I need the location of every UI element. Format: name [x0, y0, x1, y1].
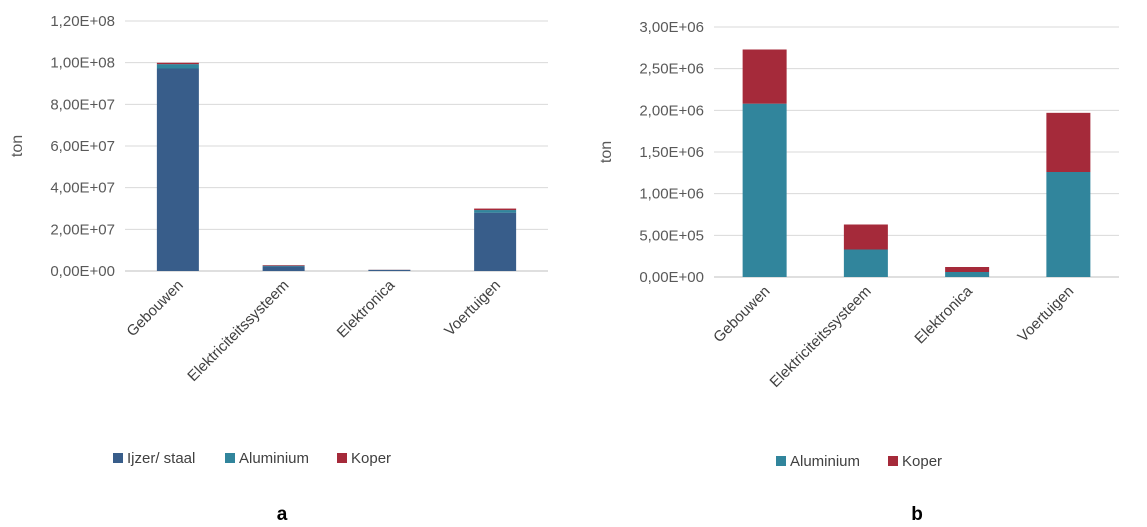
legend-swatch-koper — [888, 456, 898, 466]
y-tick-label: 1,50E+06 — [639, 144, 704, 161]
bar-voertuigen-koper — [1046, 112, 1091, 172]
x-tick-label: Elektriciteitssysteem — [184, 277, 292, 385]
bar-elektriciteitssysteem-ijzer — [262, 266, 305, 271]
legend-label-koper: Koper — [902, 453, 942, 470]
y-tick-label: 6,00E+07 — [50, 138, 115, 155]
y-tick-label: 4,00E+07 — [50, 180, 115, 197]
legend-swatch-koper — [337, 453, 347, 463]
y-tick-label: 2,50E+06 — [639, 61, 704, 78]
y-tick-label: 3,00E+06 — [639, 19, 704, 36]
legend-swatch-aluminium — [776, 456, 786, 466]
x-tick-label: Elektronica — [911, 282, 976, 347]
y-tick-label: 8,00E+07 — [50, 96, 115, 113]
bar-voertuigen-aluminium — [1046, 172, 1091, 277]
bar-elektriciteitssysteem-aluminium — [262, 265, 305, 267]
y-tick-label: 1,20E+08 — [50, 13, 115, 30]
y-tick-label: 0,00E+00 — [639, 269, 704, 286]
panel-label: a — [277, 504, 288, 525]
legend-swatch-aluminium — [225, 453, 235, 463]
bar-elektronica-aluminium — [945, 272, 990, 277]
bar-elektronica-koper — [945, 267, 990, 272]
chart-a: 0,00E+00 2,00E+07 4,00E+07 6,00E+07 8,00E+07… — [9, 13, 548, 525]
y-tick-label: 1,00E+08 — [50, 55, 115, 72]
bar-voertuigen-koper — [474, 208, 517, 211]
legend-swatch-ijzer — [113, 453, 123, 463]
bar-gebouwen-aluminium — [742, 103, 787, 278]
bar-elektriciteitssysteem-koper — [262, 265, 305, 266]
legend-label-ijzer: Ijzer/ staal — [127, 450, 195, 467]
panel-label: b — [911, 504, 923, 525]
bar-gebouwen-koper — [742, 49, 787, 104]
x-tick-label: Voertuigen — [441, 277, 504, 340]
bar-voertuigen-ijzer — [474, 212, 517, 271]
x-tick-label: Elektronica — [334, 276, 399, 341]
bar-elektriciteitssysteem-aluminium — [843, 249, 888, 277]
y-axis-label: ton — [9, 135, 26, 157]
x-tick-label: Elektriciteitssysteem — [767, 283, 875, 391]
y-axis-label: ton — [598, 141, 615, 163]
bar-elektriciteitssysteem-koper — [843, 224, 888, 250]
x-tick-label: Gebouwen — [123, 277, 186, 340]
y-tick-label: 1,00E+06 — [639, 186, 704, 203]
x-tick-label: Voertuigen — [1014, 283, 1077, 346]
bar-gebouwen-koper — [156, 62, 199, 65]
chart-b: 0,00E+00 5,00E+05 1,00E+06 1,50E+06 2,00E+06… — [598, 19, 1119, 525]
y-tick-label: 2,00E+06 — [639, 102, 704, 119]
bar-voertuigen-aluminium — [474, 210, 517, 213]
y-tick-label: 2,00E+07 — [50, 221, 115, 238]
bar-gebouwen-ijzer — [156, 68, 199, 271]
bar-elektronica-ijzer — [368, 269, 411, 271]
legend-label-aluminium: Aluminium — [790, 453, 860, 470]
x-tick-label: Gebouwen — [710, 283, 773, 346]
bar-gebouwen-aluminium — [156, 64, 199, 69]
legend-label-aluminium: Aluminium — [239, 450, 309, 467]
y-tick-label: 0,00E+00 — [50, 263, 115, 280]
y-tick-label: 5,00E+05 — [639, 227, 704, 244]
legend-label-koper: Koper — [351, 450, 391, 467]
